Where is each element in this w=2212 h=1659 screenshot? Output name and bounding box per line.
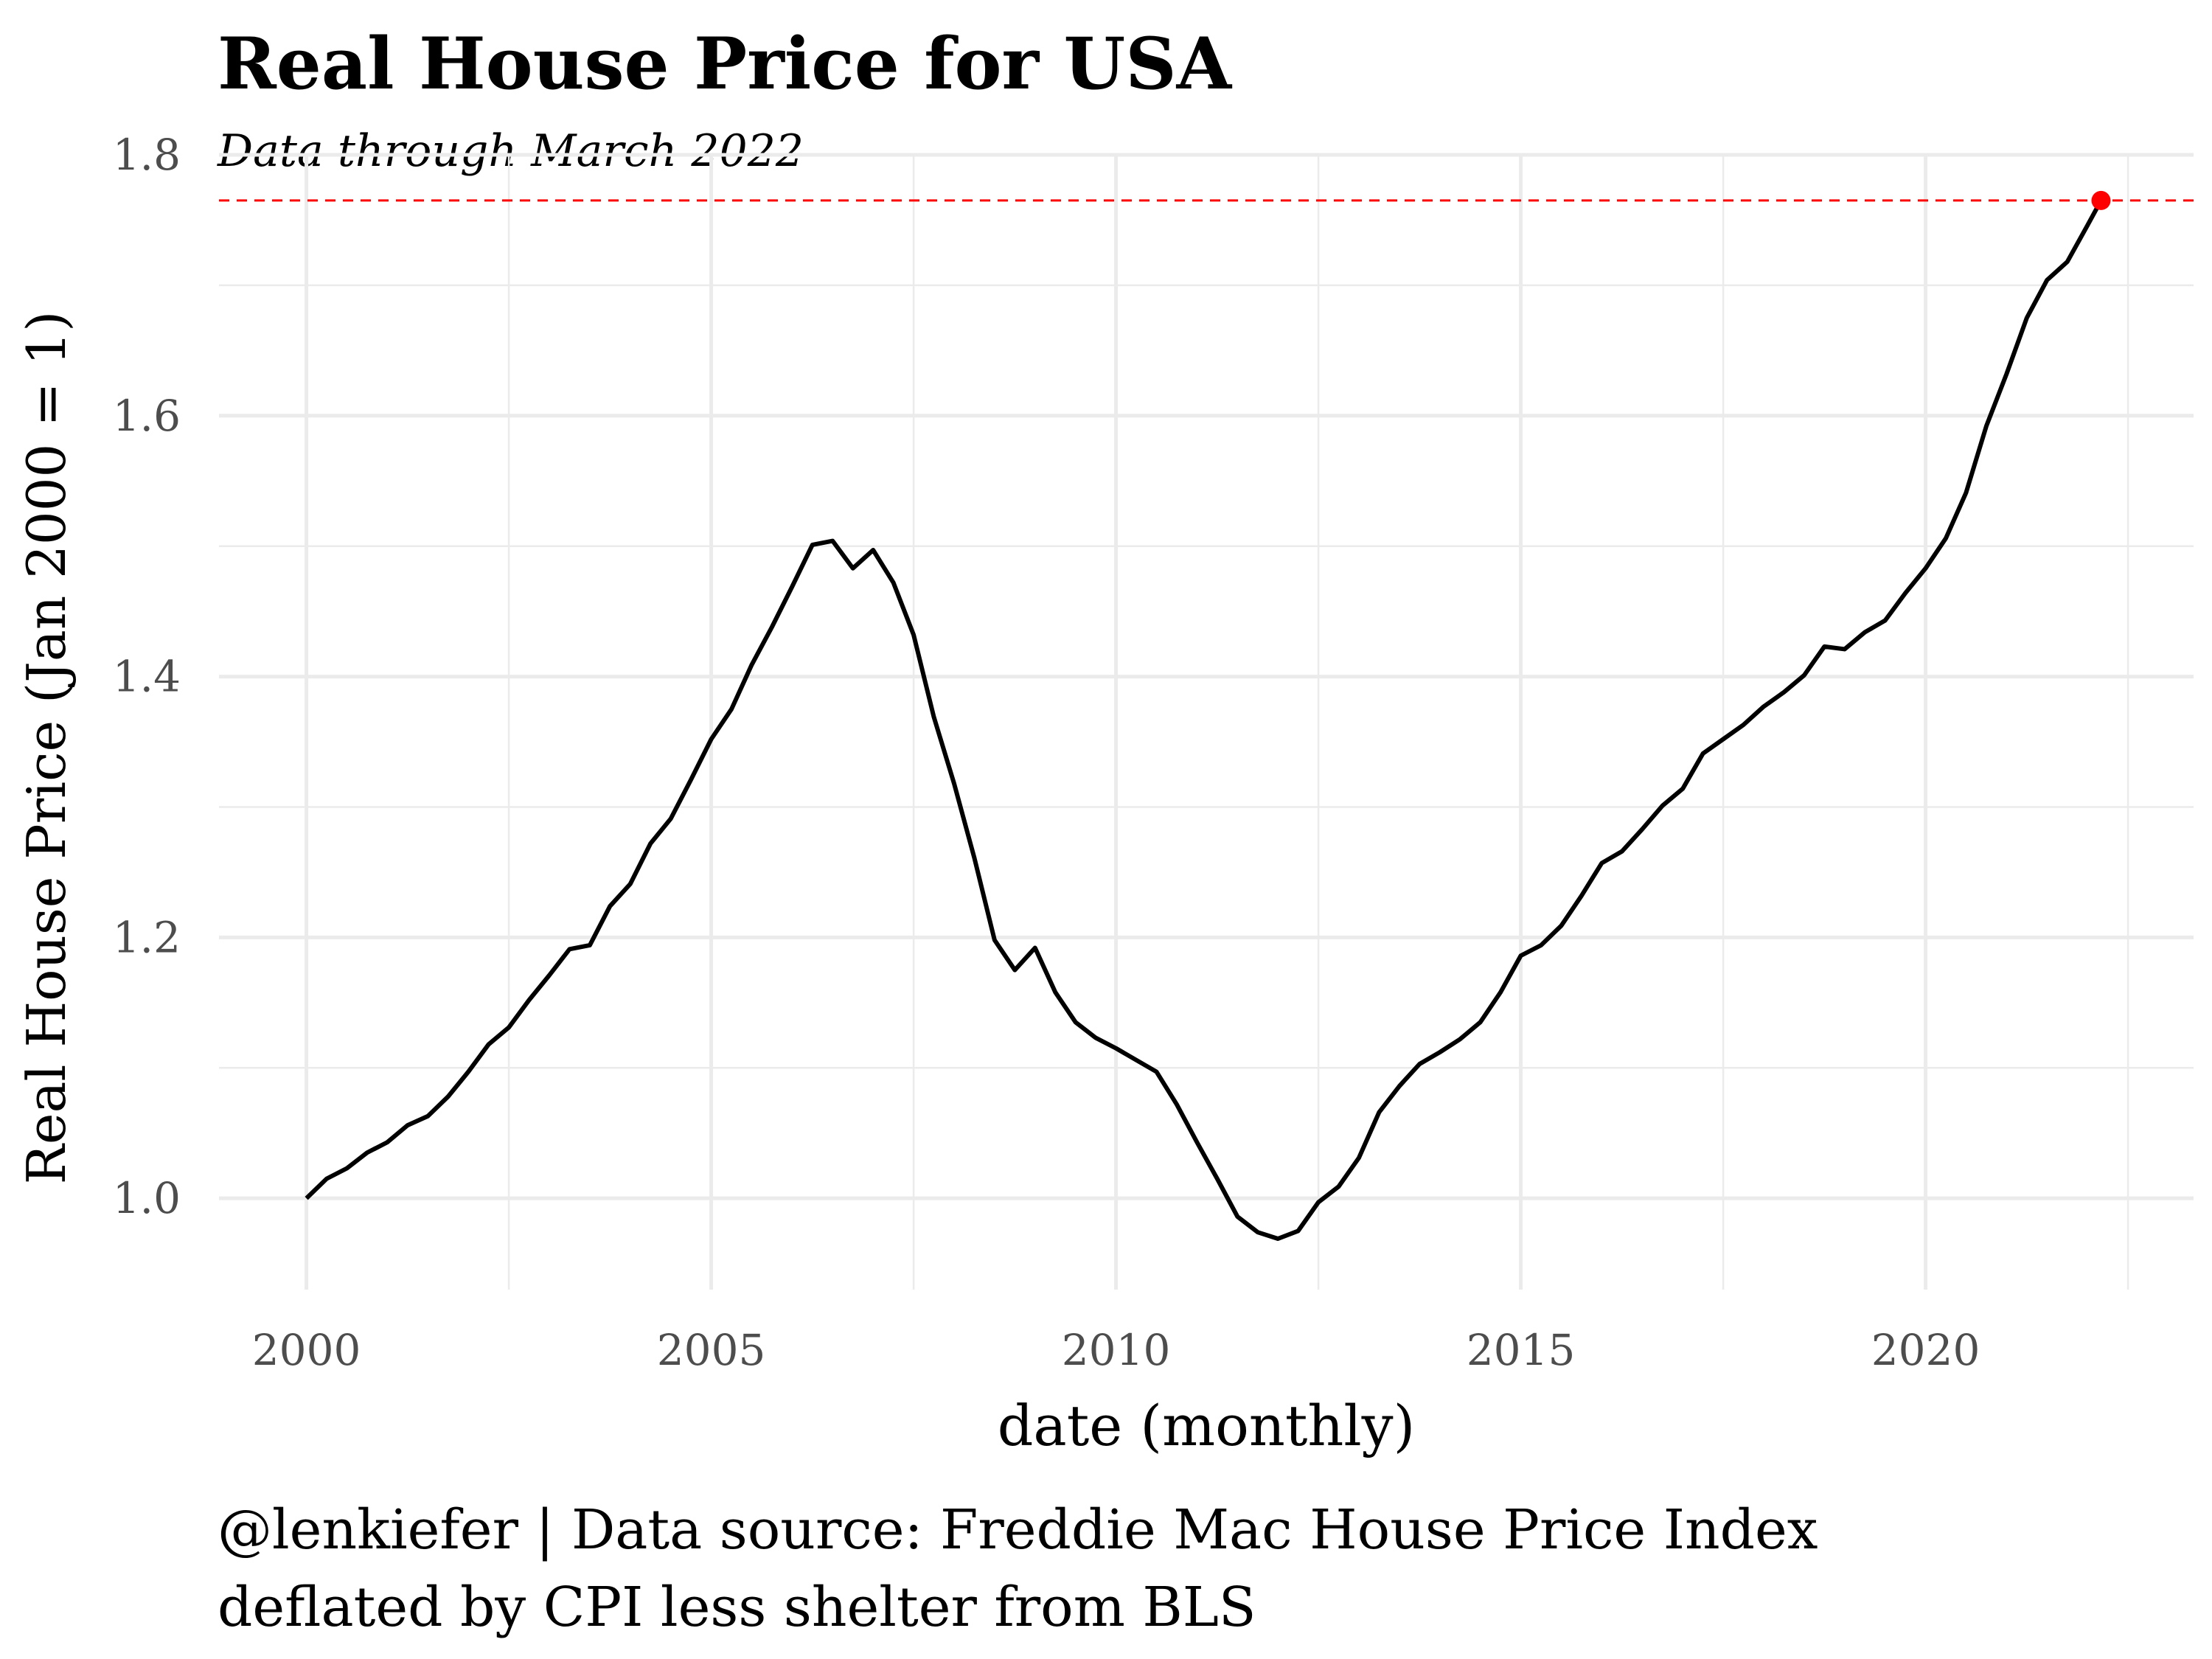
x-tick-label: 2005 bbox=[657, 1325, 766, 1375]
x-axis-label: date (monthly) bbox=[998, 1393, 1415, 1458]
x-tick-label: 2000 bbox=[252, 1325, 361, 1375]
x-tick-label: 2010 bbox=[1062, 1325, 1171, 1375]
highlight-point bbox=[2091, 190, 2111, 210]
chart-subtitle: Data through March 2022 bbox=[217, 125, 804, 177]
y-tick-label: 1.4 bbox=[113, 652, 181, 702]
y-tick-label: 1.2 bbox=[113, 912, 181, 962]
y-tick-label: 1.6 bbox=[113, 391, 181, 441]
y-tick-label: 1.8 bbox=[113, 130, 181, 180]
chart-title: Real House Price for USA bbox=[218, 22, 1233, 105]
caption-line: deflated by CPI less shelter from BLS bbox=[218, 1576, 1256, 1639]
y-axis-label: Real House Price (Jan 2000 = 1) bbox=[15, 311, 77, 1185]
x-tick-label: 2015 bbox=[1467, 1325, 1576, 1375]
data-line bbox=[305, 199, 2104, 1242]
y-tick-label: 1.0 bbox=[113, 1173, 181, 1223]
caption-line: @lenkiefer | Data source: Freddie Mac Ho… bbox=[218, 1498, 1818, 1562]
x-tick-label: 2020 bbox=[1871, 1325, 1980, 1375]
